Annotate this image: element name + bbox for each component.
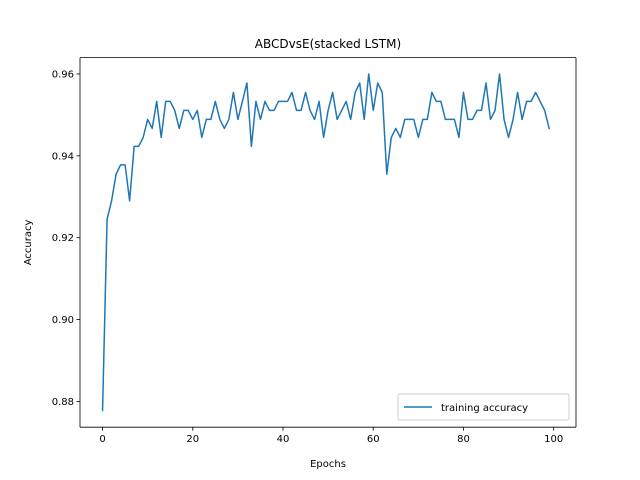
series-line-training-accuracy xyxy=(101,73,551,412)
plot-area xyxy=(80,57,576,428)
y-tick-label: 0.96 xyxy=(52,69,74,80)
y-tick-label: 0.92 xyxy=(52,233,74,244)
x-tick-label: 60 xyxy=(367,434,380,445)
x-axis-ticks: 0 20 40 60 80 100 xyxy=(99,427,563,445)
legend-label-training-accuracy: training accuracy xyxy=(441,403,528,414)
y-axis-label: Accuracy xyxy=(23,219,34,265)
series-layer xyxy=(101,73,551,412)
x-axis-label: Epochs xyxy=(310,459,346,470)
x-tick-label: 40 xyxy=(277,434,290,445)
axes-frame xyxy=(79,57,577,428)
x-tick-label: 100 xyxy=(544,434,563,445)
x-tick-label: 80 xyxy=(457,434,470,445)
y-tick-label: 0.94 xyxy=(52,151,74,162)
y-tick-label: 0.88 xyxy=(52,397,74,408)
x-tick-label: 0 xyxy=(99,434,105,445)
legend: training accuracy xyxy=(397,393,570,421)
y-axis-ticks: 0.88 0.90 0.92 0.94 0.96 xyxy=(52,69,80,408)
x-tick-label: 20 xyxy=(186,434,199,445)
y-tick-label: 0.90 xyxy=(52,315,74,326)
chart-title: ABCDvsE(stacked LSTM) xyxy=(255,37,401,51)
legend-box xyxy=(397,393,570,421)
